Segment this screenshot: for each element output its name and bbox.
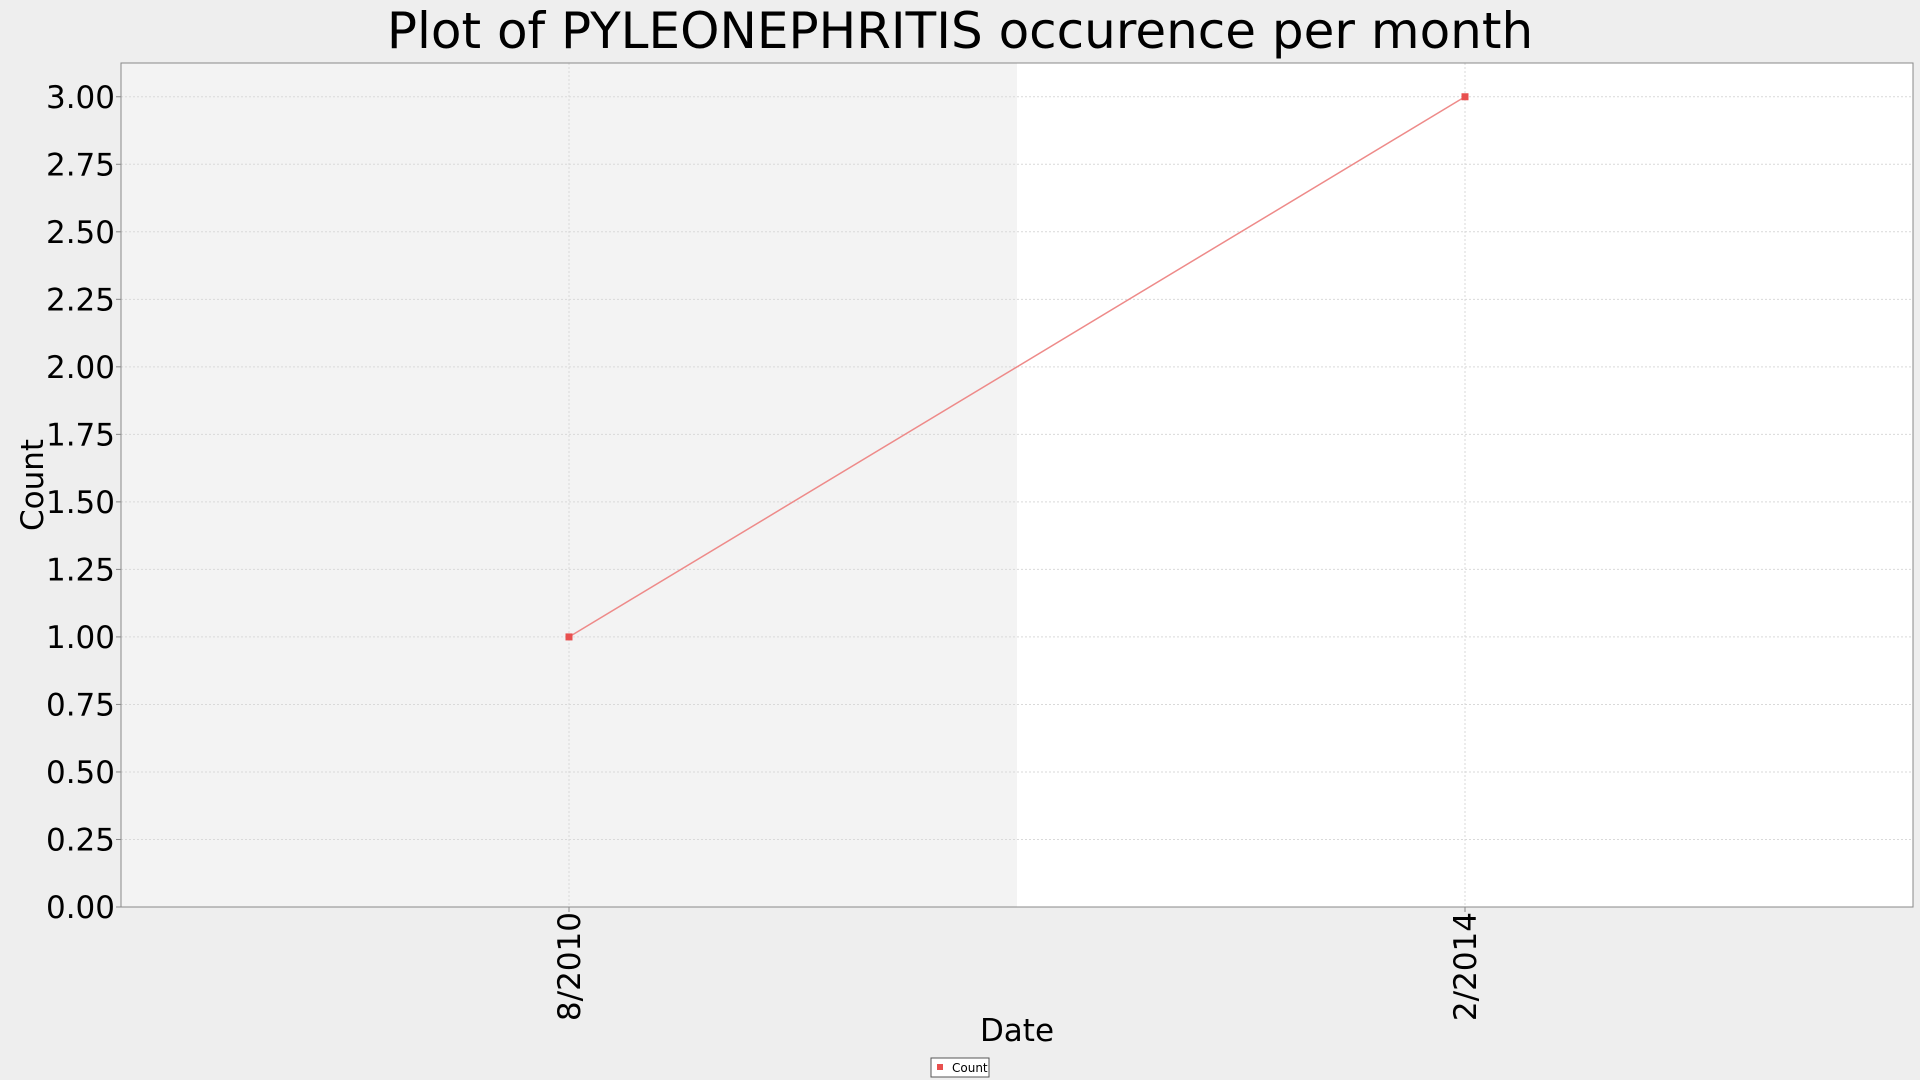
legend-label-count: Count (952, 1061, 988, 1075)
chart-title: Plot of PYLEONEPHRITIS occurence per mon… (387, 2, 1533, 60)
y-tick-label-3.00: 3.00 (46, 80, 115, 116)
x-axis-label: Date (980, 1013, 1054, 1049)
data-point-2-2014 (1461, 93, 1469, 101)
x-tick-label-1: 2/2014 (1448, 912, 1484, 1021)
y-tick-label-1.50: 1.50 (46, 485, 115, 521)
x-axis-ticks: 8/2010 2/2014 (552, 907, 1484, 1021)
legend-box (930, 1057, 990, 1078)
y-tick-label-2.50: 2.50 (46, 215, 115, 251)
data-point-8-2010 (565, 633, 573, 641)
vertical-grid (568, 63, 1466, 907)
y-axis-ticks: 0.00 0.25 0.50 0.75 1.00 1.25 1.50 1.75 2.00 2.25… (46, 80, 121, 926)
y-axis-label: Count (15, 439, 51, 531)
y-tick-label-0.00: 0.00 (46, 890, 115, 926)
y-tick-label-2.00: 2.00 (46, 350, 115, 386)
horizontal-grid (121, 96, 1913, 908)
series-line-0 (568, 96, 1466, 638)
y-tick-label-0.50: 0.50 (46, 755, 115, 791)
plot-border (120, 62, 1914, 908)
legend: Count (930, 1057, 990, 1078)
plot-area (120, 62, 1914, 908)
legend-marker-count (937, 1064, 943, 1070)
y-tick-label-0.25: 0.25 (46, 822, 115, 858)
series-count (565, 93, 1469, 641)
y-tick-label-0.75: 0.75 (46, 687, 115, 723)
y-tick-label-1.75: 1.75 (46, 417, 115, 453)
y-tick-label-1.00: 1.00 (46, 620, 115, 656)
y-tick-label-1.25: 1.25 (46, 552, 115, 588)
x-tick-label-0: 8/2010 (552, 912, 588, 1021)
y-tick-label-2.25: 2.25 (46, 282, 115, 318)
y-tick-label-2.75: 2.75 (46, 147, 115, 183)
